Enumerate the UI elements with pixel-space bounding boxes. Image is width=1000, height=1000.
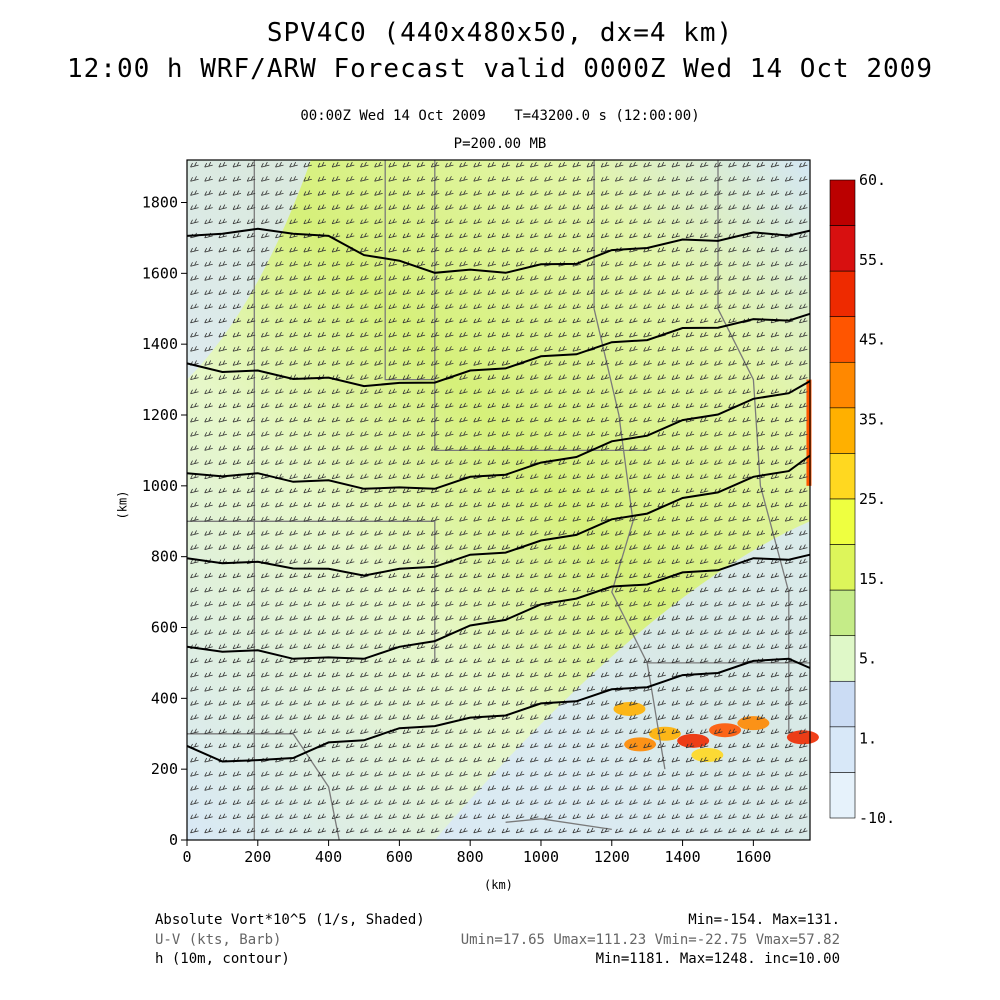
y-tick-label-7: 1400 [142, 335, 178, 353]
colorbar-segment-13 [829, 772, 856, 819]
x-tick-label-0: 0 [182, 848, 191, 866]
colorbar-segment-2 [829, 270, 856, 318]
low-vorticity-region-nw [187, 160, 311, 380]
colorbar-label-2: 45. [859, 331, 886, 349]
colorbar-segment-12 [829, 726, 856, 773]
time-step: T=43200.0 s (12:00:00) [514, 108, 700, 124]
height-contour-0 [186, 227, 811, 274]
colorbar-segment-1 [829, 225, 856, 272]
y-tick-label-6: 1200 [142, 406, 178, 424]
y-tick-label-2: 400 [151, 689, 178, 707]
vorticity-max-patch-2 [677, 733, 710, 748]
colorbar-label-8: -10. [859, 809, 895, 827]
colorbar-label-0: 60. [859, 171, 886, 189]
colorbar-segment-10 [829, 635, 856, 682]
legend-wind-range: Umin=17.65 Umax=111.23 Vmin=-22.75 Vmax=… [460, 932, 840, 948]
height-contour-5 [186, 657, 811, 763]
colorbar-label-6: 5. [859, 650, 877, 668]
colorbar-label-1: 55. [859, 251, 886, 269]
legend-vort-label: Absolute Vort*10^5 (1/s, Shaded) [155, 912, 425, 928]
pressure-level: P=200.00 MB [453, 136, 547, 152]
valid-time: 00:00Z Wed 14 Oct 2009 [300, 108, 486, 124]
colorbar-label-5: 15. [859, 570, 886, 588]
colorbar-segment-5 [829, 407, 856, 454]
colorbar-segment-4 [829, 361, 856, 409]
vorticity-max-patch-4 [737, 716, 770, 731]
x-axis-label: (km) [484, 878, 513, 892]
y-tick-label-8: 1600 [142, 264, 178, 282]
height-contour-3 [186, 454, 811, 577]
vorticity-max-patch-1 [648, 726, 681, 741]
y-tick-label-1: 200 [151, 760, 178, 778]
x-tick-label-2: 400 [315, 848, 342, 866]
colorbar-segment-0 [829, 179, 856, 226]
vorticity-max-patch-3 [709, 723, 742, 738]
colorbar-segment-8 [829, 544, 856, 591]
legend-wind-label: U-V (kts, Barb) [155, 932, 282, 948]
legend-height-range: Min=1181. Max=1248. inc=10.00 [595, 951, 840, 967]
colorbar-segment-3 [829, 316, 856, 363]
legend-vort-range: Min=-154. Max=131. [688, 912, 840, 928]
vorticity-max-patch-5 [613, 701, 646, 716]
colorbar-segment-6 [829, 453, 856, 500]
colorbar-segment-11 [829, 680, 856, 728]
y-tick-label-5: 1000 [142, 477, 178, 495]
y-tick-label-0: 0 [169, 831, 178, 849]
state-boundary-2 [434, 160, 506, 452]
y-axis-label: (km) [115, 490, 130, 520]
wind-barbs [190, 161, 808, 834]
plot-subtitle: 12:00 h WRF/ARW Forecast valid 0000Z Wed… [67, 54, 933, 84]
y-tick-label-4: 800 [151, 548, 178, 566]
state-boundary-3 [187, 520, 436, 663]
edge-vorticity-strip [806, 379, 812, 486]
x-tick-label-5: 1000 [523, 848, 559, 866]
state-boundary-6 [717, 160, 790, 734]
x-tick-label-7: 1400 [665, 848, 701, 866]
vorticity-max-patch-0 [624, 737, 657, 752]
height-contour-2 [186, 380, 811, 490]
colorbar-label-7: 1. [859, 729, 877, 747]
vorticity-max-patch-7 [786, 730, 819, 745]
colorbar-segment-7 [829, 498, 856, 545]
state-boundary-9 [505, 818, 612, 831]
x-tick-label-3: 600 [386, 848, 413, 866]
vorticity-max-patch-6 [691, 748, 724, 762]
plot-frame [186, 159, 811, 841]
y-tick-label-9: 1800 [142, 194, 178, 212]
height-contour-4 [186, 553, 811, 660]
x-tick-label-4: 800 [457, 848, 484, 866]
plot-title: SPV4C0 (440x480x50, dx=4 km) [266, 18, 734, 48]
colorbar-label-4: 25. [859, 490, 886, 508]
height-contour-1 [186, 312, 811, 388]
x-tick-label-8: 1600 [735, 848, 771, 866]
x-tick-label-6: 1200 [594, 848, 630, 866]
x-tick-label-1: 200 [244, 848, 271, 866]
y-tick-label-3: 600 [151, 619, 178, 637]
legend-height-label: h (10m, contour) [155, 951, 290, 967]
colorbar-segment-9 [829, 589, 856, 637]
valid-time-line: 00:00Z Wed 14 Oct 2009 T=43200.0 s (12:0… [0, 108, 1000, 124]
colorbar-label-3: 35. [859, 410, 886, 428]
